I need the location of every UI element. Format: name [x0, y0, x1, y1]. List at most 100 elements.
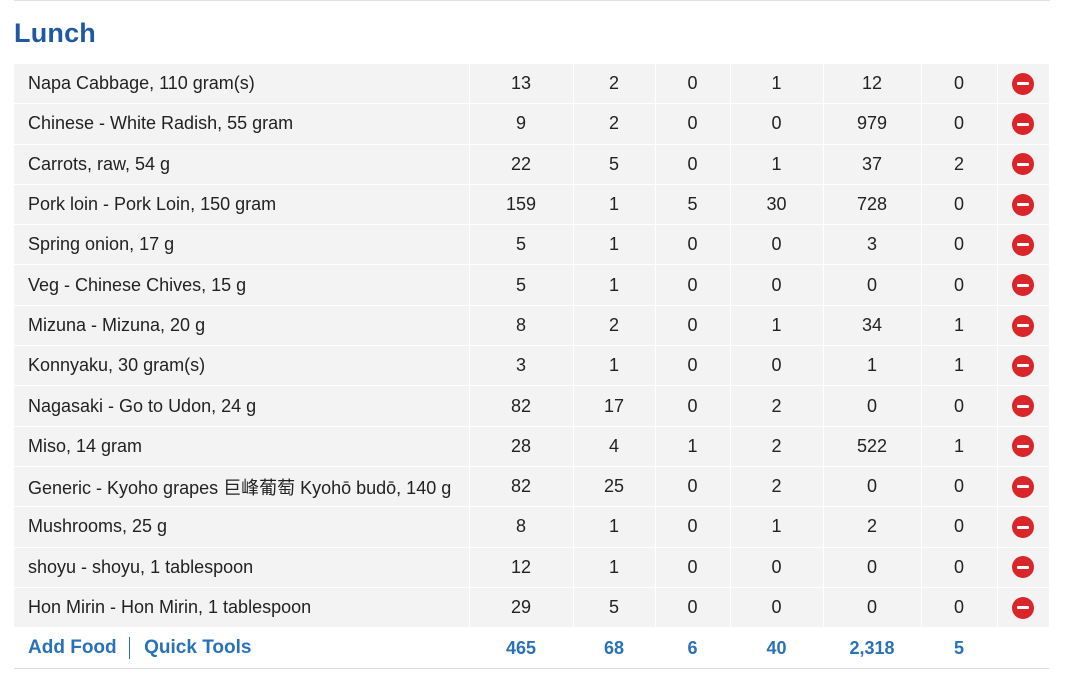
top-divider — [14, 0, 1050, 1]
remove-circle-icon[interactable] — [1012, 596, 1035, 619]
nutrient-value: 2 — [823, 506, 922, 548]
nutrient-value: 0 — [655, 144, 731, 185]
delete-cell — [997, 184, 1049, 226]
food-name[interactable]: Mizuna - Mizuna, 20 g — [14, 305, 470, 347]
food-name[interactable]: Napa Cabbage, 110 gram(s) — [14, 64, 470, 105]
nutrient-value: 2 — [730, 466, 824, 508]
food-name[interactable]: Pork loin - Pork Loin, 150 gram — [14, 184, 470, 226]
remove-circle-icon[interactable] — [1012, 516, 1035, 539]
food-entry-row: Carrots, raw, 54 g 22 5 0 1 37 2 — [14, 144, 1049, 185]
food-name[interactable]: Nagasaki - Go to Udon, 24 g — [14, 385, 470, 427]
nutrient-value: 0 — [921, 224, 998, 266]
nutrient-value: 0 — [655, 587, 731, 629]
quick-tools-link[interactable]: Quick Tools — [144, 637, 252, 659]
nutrient-value: 0 — [823, 385, 922, 427]
delete-cell — [997, 426, 1049, 467]
nutrient-value: 82 — [469, 385, 574, 427]
nutrient-value: 0 — [655, 547, 731, 588]
food-name[interactable]: Veg - Chinese Chives, 15 g — [14, 264, 470, 306]
nutrient-value: 1 — [823, 345, 922, 387]
food-name[interactable]: Carrots, raw, 54 g — [14, 144, 470, 185]
nutrient-value: 82 — [469, 466, 574, 508]
nutrient-value: 2 — [573, 305, 656, 347]
nutrient-value: 1 — [573, 224, 656, 266]
total-value: 5 — [921, 627, 997, 670]
food-name[interactable]: Chinese - White Radish, 55 gram — [14, 103, 470, 145]
delete-cell — [997, 345, 1049, 387]
nutrient-value: 1 — [921, 426, 998, 467]
totals-row: Add Food Quick Tools 465 68 6 40 2,318 5 — [14, 627, 1049, 670]
delete-cell — [997, 547, 1049, 588]
food-name[interactable]: Spring onion, 17 g — [14, 224, 470, 266]
nutrient-value: 0 — [921, 385, 998, 427]
nutrient-value: 1 — [730, 144, 824, 185]
nutrient-value: 0 — [823, 264, 922, 306]
remove-circle-icon[interactable] — [1012, 314, 1035, 337]
remove-circle-icon[interactable] — [1012, 556, 1035, 579]
nutrient-value: 1 — [573, 547, 656, 588]
nutrient-value: 28 — [469, 426, 574, 467]
food-name[interactable]: Generic - Kyoho grapes 巨峰葡萄 Kyohō budō, … — [14, 466, 470, 508]
nutrient-value: 0 — [921, 506, 998, 548]
nutrient-value: 0 — [655, 305, 731, 347]
nutrient-value: 0 — [921, 466, 998, 508]
meal-title: Lunch — [14, 18, 96, 48]
total-value: 2,318 — [823, 627, 921, 670]
nutrient-value: 29 — [469, 587, 574, 629]
remove-circle-icon[interactable] — [1012, 233, 1035, 256]
totals-spacer — [997, 627, 1049, 670]
nutrient-value: 0 — [655, 103, 731, 145]
food-name[interactable]: Miso, 14 gram — [14, 426, 470, 467]
nutrient-value: 0 — [921, 184, 998, 226]
remove-circle-icon[interactable] — [1012, 113, 1035, 136]
food-name[interactable]: shoyu - shoyu, 1 tablespoon — [14, 547, 470, 588]
nutrient-value: 0 — [823, 587, 922, 629]
food-entry-row: Napa Cabbage, 110 gram(s) 13 2 0 1 12 0 — [14, 64, 1049, 105]
nutrient-value: 2 — [573, 103, 656, 145]
remove-circle-icon[interactable] — [1012, 274, 1035, 297]
nutrient-value: 37 — [823, 144, 922, 185]
nutrient-value: 1 — [730, 64, 824, 105]
nutrient-value: 4 — [573, 426, 656, 467]
food-entry-row: shoyu - shoyu, 1 tablespoon 12 1 0 0 0 0 — [14, 547, 1049, 588]
nutrient-value: 8 — [469, 506, 574, 548]
nutrient-value: 1 — [921, 345, 998, 387]
nutrient-value: 30 — [730, 184, 824, 226]
nutrient-value: 0 — [823, 466, 922, 508]
nutrient-value: 0 — [921, 103, 998, 145]
delete-cell — [997, 506, 1049, 548]
nutrient-value: 0 — [655, 224, 731, 266]
remove-circle-icon[interactable] — [1012, 475, 1035, 498]
remove-circle-icon[interactable] — [1012, 193, 1035, 216]
food-diary-table: Napa Cabbage, 110 gram(s) 13 2 0 1 12 0 Chinese… — [14, 64, 1049, 670]
food-name[interactable]: Mushrooms, 25 g — [14, 506, 470, 548]
food-entries: Napa Cabbage, 110 gram(s) 13 2 0 1 12 0 Chinese… — [14, 64, 1049, 629]
nutrient-value: 0 — [823, 547, 922, 588]
remove-circle-icon[interactable] — [1012, 395, 1035, 418]
remove-circle-icon[interactable] — [1012, 354, 1035, 377]
delete-cell — [997, 385, 1049, 427]
nutrient-value: 0 — [655, 64, 731, 105]
nutrient-value: 1 — [573, 184, 656, 226]
nutrient-value: 2 — [573, 64, 656, 105]
nutrient-value: 1 — [730, 506, 824, 548]
remove-circle-icon[interactable] — [1012, 435, 1035, 458]
nutrient-value: 1 — [573, 345, 656, 387]
delete-cell — [997, 264, 1049, 306]
nutrient-value: 5 — [469, 264, 574, 306]
food-entry-row: Miso, 14 gram 28 4 1 2 522 1 — [14, 426, 1049, 467]
food-entry-row: Hon Mirin - Hon Mirin, 1 tablespoon 29 5 0 0… — [14, 587, 1049, 629]
nutrient-value: 25 — [573, 466, 656, 508]
add-food-link[interactable]: Add Food — [28, 637, 117, 659]
remove-circle-icon[interactable] — [1012, 72, 1035, 95]
total-value: 6 — [655, 627, 730, 670]
food-name[interactable]: Konnyaku, 30 gram(s) — [14, 345, 470, 387]
remove-circle-icon[interactable] — [1012, 153, 1035, 176]
delete-cell — [997, 64, 1049, 105]
nutrient-value: 13 — [469, 64, 574, 105]
food-name[interactable]: Hon Mirin - Hon Mirin, 1 tablespoon — [14, 587, 470, 629]
nutrient-value: 3 — [823, 224, 922, 266]
nutrient-value: 3 — [469, 345, 574, 387]
nutrient-value: 1 — [921, 305, 998, 347]
